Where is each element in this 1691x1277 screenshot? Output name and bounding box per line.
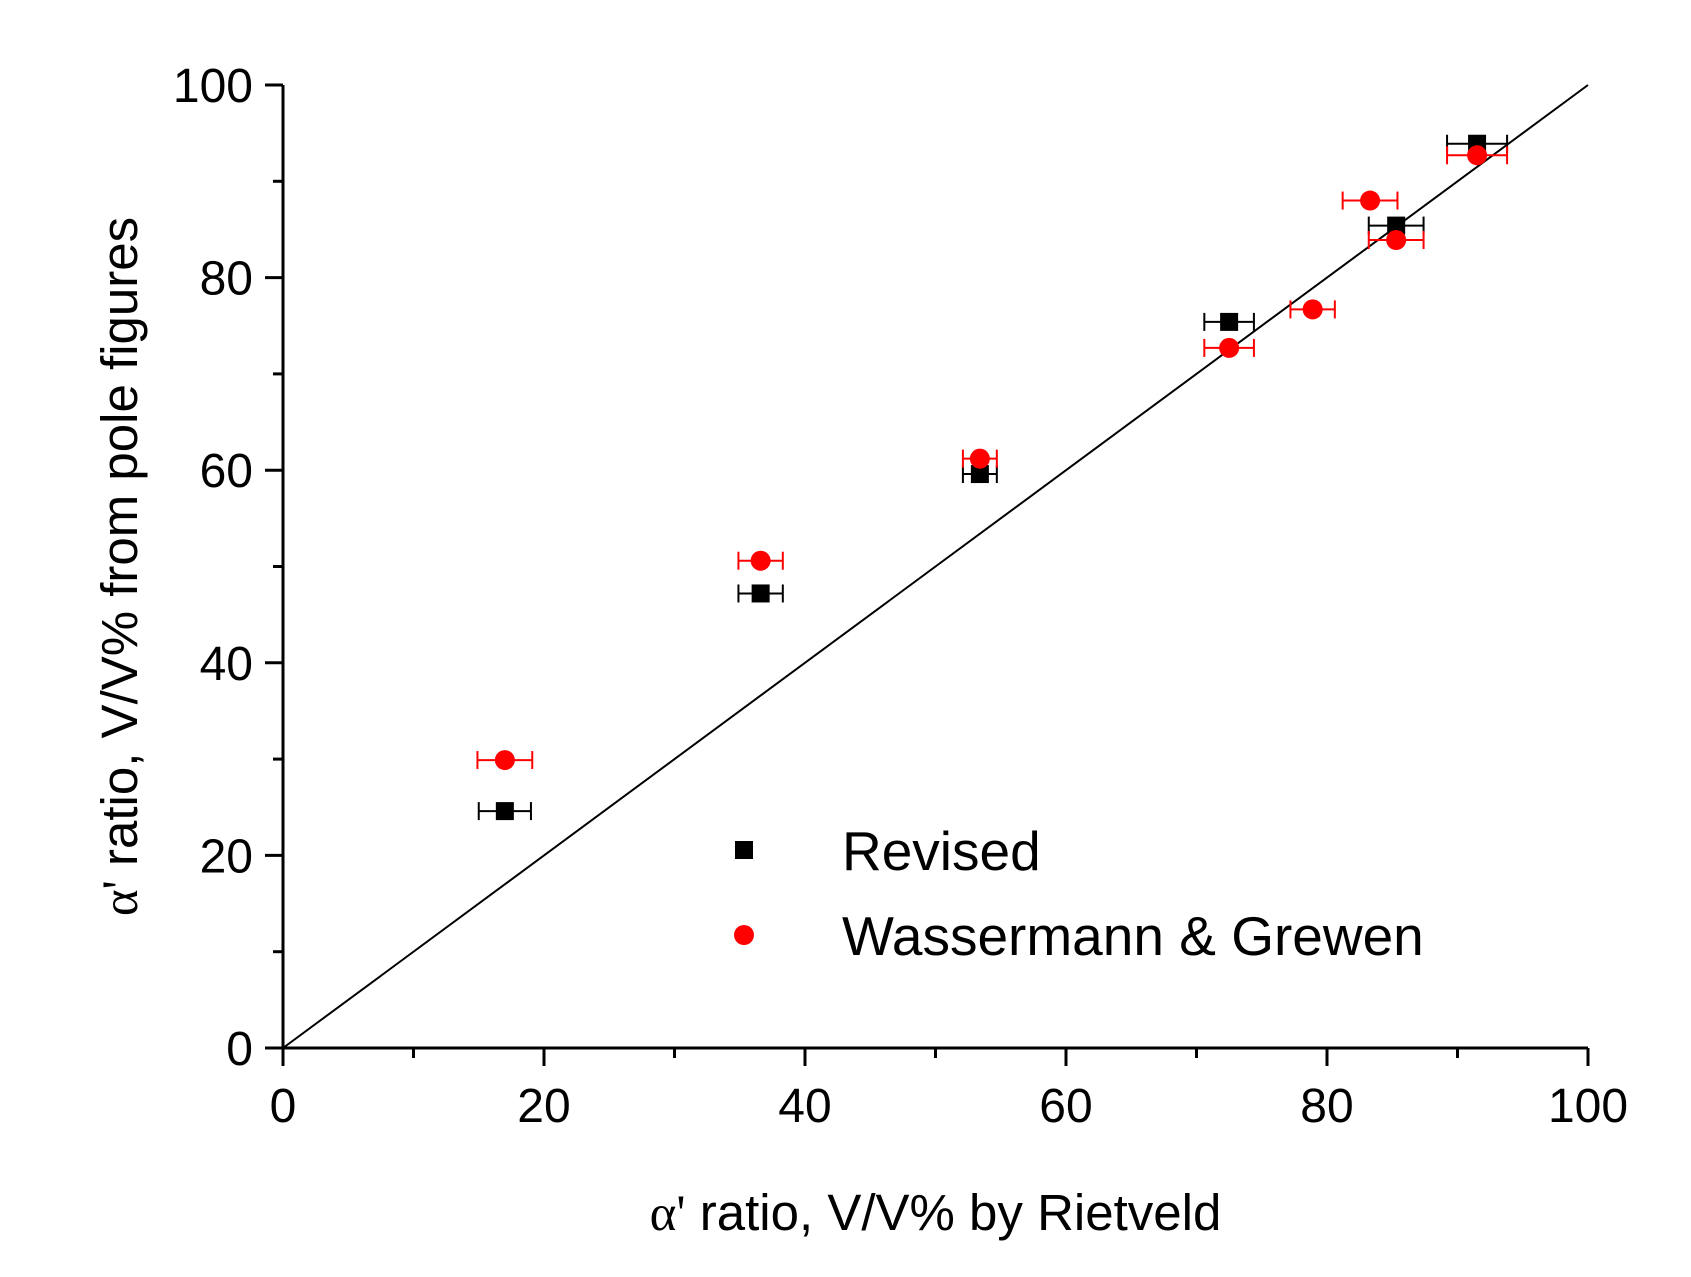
x-tick-label: 0 <box>270 1080 297 1133</box>
x-tick-label: 60 <box>1039 1080 1092 1133</box>
circle-marker <box>969 448 990 469</box>
y-axis-label-text: ratio, V/V% from pole figures <box>91 217 148 880</box>
data-point-wassermann-grewen <box>961 448 998 469</box>
legend-marker-circle <box>734 925 754 945</box>
circle-marker <box>1467 145 1488 166</box>
circle-marker <box>494 750 515 771</box>
y-axis-ticks: 0 20 40 60 80 100 <box>173 60 283 1076</box>
x-tick-label: 100 <box>1548 1080 1628 1133</box>
data-point-wassermann-grewen <box>476 750 534 771</box>
x-tick-label: 40 <box>778 1080 831 1133</box>
data-point-revised <box>961 465 998 484</box>
data-point-revised <box>737 584 784 603</box>
legend: Revised Wassermann & Grewen <box>734 820 1424 967</box>
legend-label-revised: Revised <box>842 820 1041 882</box>
y-tick-label: 20 <box>200 830 253 883</box>
legend-item-wassermann-grewen: Wassermann & Grewen <box>734 905 1424 967</box>
x-axis-label-symbol: α' <box>650 1186 686 1242</box>
legend-marker-square <box>735 841 753 859</box>
circle-marker <box>750 550 771 571</box>
x-axis-ticks: 0 20 40 60 80 100 <box>270 1048 1628 1133</box>
y-tick-label: 60 <box>200 445 253 498</box>
circle-marker <box>1219 337 1240 358</box>
square-marker <box>495 802 514 821</box>
reference-line-y-equals-x <box>282 84 1589 1049</box>
square-marker <box>970 465 989 484</box>
axes: 0 20 40 60 80 100 0 20 40 60 80 100 <box>173 60 1628 1133</box>
y-axis-label-symbol: α' <box>93 880 149 916</box>
square-marker <box>1220 312 1239 331</box>
circle-marker <box>1386 230 1407 251</box>
legend-label-wassermann-grewen: Wassermann & Grewen <box>842 905 1424 967</box>
data-points <box>476 134 1509 821</box>
data-point-wassermann-grewen <box>1289 299 1336 320</box>
y-tick-label: 80 <box>200 253 253 306</box>
data-point-wassermann-grewen <box>1203 337 1255 358</box>
legend-item-revised: Revised <box>735 820 1041 882</box>
x-axis-label: α' ratio, V/V% by Rietveld <box>650 1184 1222 1242</box>
data-point-wassermann-grewen <box>1341 190 1399 211</box>
x-axis-label-text: ratio, V/V% by Rietveld <box>686 1184 1222 1241</box>
x-tick-label: 20 <box>517 1080 570 1133</box>
y-tick-label: 0 <box>226 1023 253 1076</box>
circle-marker <box>1360 190 1381 211</box>
y-tick-label: 100 <box>173 60 253 113</box>
x-tick-label: 80 <box>1300 1080 1353 1133</box>
data-point-wassermann-grewen <box>1367 230 1425 251</box>
square-marker <box>751 584 770 603</box>
data-point-revised <box>477 802 532 821</box>
y-axis-label: α' ratio, V/V% from pole figures <box>91 217 149 916</box>
data-point-wassermann-grewen <box>1446 145 1509 166</box>
data-point-wassermann-grewen <box>737 550 784 571</box>
y-tick-label: 40 <box>200 638 253 691</box>
plot-area <box>282 84 1589 1049</box>
square-marker <box>1387 216 1406 235</box>
data-point-revised <box>1203 312 1255 331</box>
circle-marker <box>1302 299 1323 320</box>
